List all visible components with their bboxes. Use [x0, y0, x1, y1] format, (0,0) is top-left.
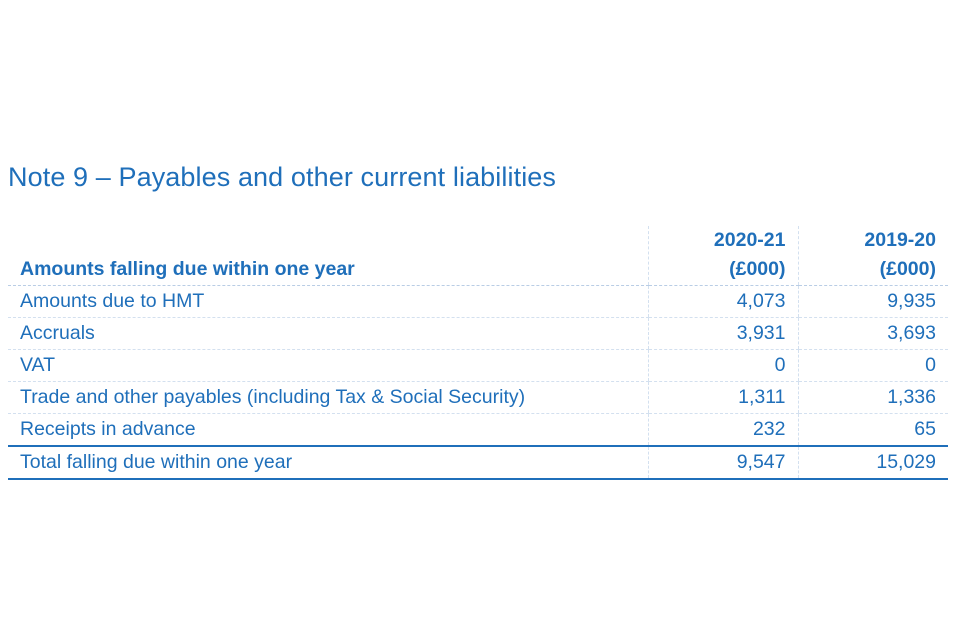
row-label: Trade and other payables (including Tax …: [8, 381, 648, 414]
row-value-2020-21: 4,073: [647, 285, 798, 318]
row-value-2020-21: 1,311: [647, 381, 798, 414]
row-label: Accruals: [8, 317, 648, 350]
header-col-2019-20-year: 2019-20: [864, 229, 936, 251]
table-row: VAT 0 0: [8, 349, 948, 382]
header-col-2020-21-year: 2020-21: [713, 229, 786, 251]
header-col-2020-21: 2020-21 (£000): [647, 226, 798, 286]
row-value-2019-20: 0: [797, 349, 948, 382]
table-body: Amounts due to HMT 4,073 9,935 Accruals …: [8, 285, 948, 447]
row-label: Receipts in advance: [8, 413, 648, 447]
total-value-2019-20: 15,029: [797, 446, 948, 480]
row-value-2019-20: 1,336: [797, 381, 948, 414]
header-col-2020-21-unit: (£000): [729, 258, 786, 280]
table-row: Accruals 3,931 3,693: [8, 317, 948, 350]
row-value-2020-21: 232: [647, 413, 798, 447]
total-label: Total falling due within one year: [8, 446, 648, 480]
header-col-2019-20-unit: (£000): [879, 258, 936, 280]
payables-table: Amounts falling due within one year 2020…: [8, 226, 948, 480]
row-label: Amounts due to HMT: [8, 285, 648, 318]
row-value-2019-20: 65: [797, 413, 948, 447]
header-row: Amounts falling due within one year 2020…: [8, 226, 948, 286]
total-row: Total falling due within one year 9,547 …: [8, 446, 948, 480]
table-row: Amounts due to HMT 4,073 9,935: [8, 285, 948, 318]
row-value-2020-21: 3,931: [647, 317, 798, 350]
header-label: Amounts falling due within one year: [8, 226, 648, 286]
table-row: Trade and other payables (including Tax …: [8, 381, 948, 414]
table-header: Amounts falling due within one year 2020…: [8, 226, 948, 286]
table-row: Receipts in advance 232 65: [8, 413, 948, 447]
row-value-2019-20: 9,935: [797, 285, 948, 318]
row-value-2019-20: 3,693: [797, 317, 948, 350]
row-value-2020-21: 0: [647, 349, 798, 382]
total-value-2020-21: 9,547: [647, 446, 798, 480]
row-label: VAT: [8, 349, 648, 382]
table-total: Total falling due within one year 9,547 …: [8, 446, 948, 480]
header-col-2019-20: 2019-20 (£000): [797, 226, 948, 286]
page-title: Note 9 – Payables and other current liab…: [8, 162, 557, 192]
